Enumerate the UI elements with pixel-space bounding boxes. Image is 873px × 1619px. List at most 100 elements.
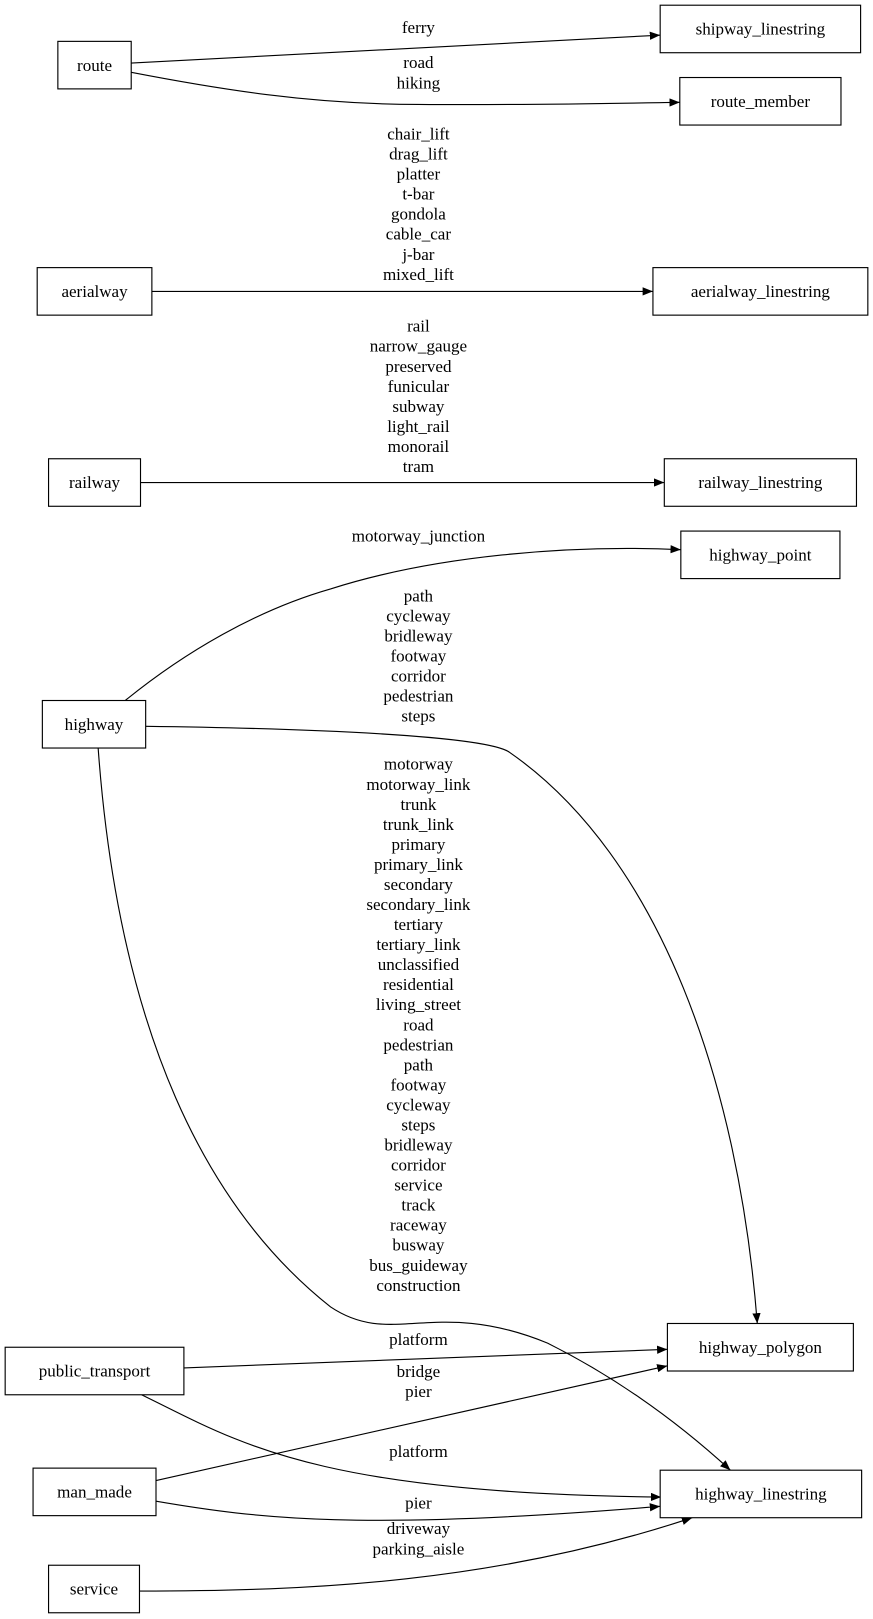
edge-label: mixed_lift	[383, 265, 454, 284]
edge-label: unclassified	[378, 955, 460, 974]
node-label: route	[77, 56, 112, 75]
node-box	[47, 458, 142, 507]
edge-label: light_rail	[387, 417, 450, 436]
edge-label: cycleway	[386, 606, 451, 625]
edge-label: pier	[405, 1493, 432, 1512]
node-box	[666, 1322, 854, 1372]
edge-label: funicular	[388, 377, 450, 396]
node-box	[32, 1467, 157, 1517]
node-label: highway_linestring	[695, 1485, 827, 1504]
edge-highway-to-highway_point: motorway_junction	[123, 526, 681, 702]
edge-railway-to-railway_linestring: railnarrow_gaugepreservedfunicularsubway…	[140, 317, 665, 487]
edge-label: t-bar	[402, 185, 434, 204]
node-highway: highway	[41, 699, 147, 749]
edge-label: motorway_link	[366, 775, 471, 794]
edge-highway-to-highway_linestring: motorwaymotorway_linktrunktrunk_linkprim…	[97, 747, 731, 1471]
edge-arrow	[155, 1500, 661, 1521]
edge-label: hiking	[397, 73, 441, 92]
node-man-made: man_made	[32, 1467, 157, 1517]
edge-label: steps	[401, 1115, 435, 1134]
edge-label: monorail	[388, 437, 450, 456]
edge-arrow	[183, 1345, 668, 1369]
edge-label: subway	[392, 397, 445, 416]
edge-public_transport-to-highway_linestring: platform	[141, 1394, 662, 1502]
edge-label: corridor	[391, 666, 446, 685]
edge-label: rail	[407, 317, 430, 336]
edge-label: platform	[389, 1330, 448, 1349]
node-box	[663, 458, 858, 507]
node-box	[41, 699, 147, 749]
edge-label: parking_aisle	[373, 1539, 465, 1558]
edge-label: trunk	[400, 795, 436, 814]
edge-label: trunk_link	[383, 815, 454, 834]
edge-label: pier	[405, 1382, 432, 1401]
edge-arrow	[131, 71, 680, 107]
node-shipway-linestring: shipway_linestring	[659, 4, 862, 54]
edge-label: chair_lift	[387, 125, 450, 144]
node-aerialway: aerialway	[36, 267, 153, 316]
node-highway-point: highway_point	[680, 530, 841, 580]
edge-label: bus_guideway	[369, 1256, 468, 1275]
edge-label: primary_link	[374, 855, 463, 874]
edge-arrow	[141, 1394, 662, 1502]
node-label: shipway_linestring	[696, 20, 826, 39]
edge-arrow	[131, 31, 661, 64]
node-label: aerialway	[61, 282, 128, 301]
edge-label: primary	[391, 835, 445, 854]
node-highway-polygon: highway_polygon	[666, 1322, 854, 1372]
node-box	[4, 1346, 185, 1396]
node-box	[659, 1469, 863, 1519]
edge-label: footway	[391, 1075, 447, 1094]
node-label: railway	[69, 473, 121, 492]
edge-label: ferry	[402, 18, 436, 37]
edge-label: secondary	[384, 875, 454, 894]
node-label: public_transport	[39, 1362, 151, 1381]
edge-label: raceway	[390, 1216, 447, 1235]
edge-label: driveway	[387, 1519, 451, 1538]
edge-arrow	[155, 1364, 668, 1482]
edge-arrow	[139, 1517, 693, 1592]
edge-aerialway-to-aerialway_linestring: chair_liftdrag_liftplattert-bargondolaca…	[151, 125, 653, 296]
edge-label: platform	[389, 1442, 448, 1461]
edge-highway-to-highway_polygon: pathcyclewaybridlewayfootwaycorridorpede…	[145, 586, 761, 1324]
node-route-member: route_member	[679, 76, 842, 126]
edge-label: road	[403, 53, 434, 72]
edge-label: preserved	[385, 357, 452, 376]
node-label: railway_linestring	[698, 473, 822, 492]
edge-label: motorway	[384, 755, 454, 774]
node-label: man_made	[57, 1483, 132, 1502]
node-box	[652, 267, 869, 316]
node-label: highway_polygon	[699, 1338, 822, 1357]
node-box	[57, 40, 132, 90]
edge-label: j-bar	[401, 245, 434, 264]
edge-arrow	[97, 747, 731, 1471]
edge-label: path	[404, 1055, 434, 1074]
edge-label: living_street	[376, 995, 461, 1014]
edge-label: footway	[391, 646, 447, 665]
edge-man_made-to-highway_linestring: pier	[155, 1493, 661, 1521]
node-box	[679, 76, 842, 126]
node-label: aerialway_linestring	[691, 282, 831, 301]
node-railway: railway	[47, 458, 142, 507]
node-label: highway_point	[709, 546, 811, 565]
node-label: highway	[65, 715, 124, 734]
edge-label: bridge	[397, 1362, 441, 1381]
node-service: service	[47, 1564, 141, 1614]
node-box	[47, 1564, 141, 1614]
edge-public_transport-to-highway_polygon: platform	[183, 1330, 668, 1369]
node-label: route_member	[711, 92, 811, 111]
edge-label: tertiary	[394, 915, 444, 934]
edge-label: platter	[397, 165, 441, 184]
edge-label: narrow_gauge	[370, 337, 467, 356]
edge-label: tram	[403, 457, 434, 476]
node-highway-linestring: highway_linestring	[659, 1469, 863, 1519]
edge-label: corridor	[391, 1156, 446, 1175]
edge-label: cycleway	[386, 1095, 451, 1114]
edge-label: drag_lift	[389, 145, 448, 164]
edge-label: pedestrian	[383, 687, 453, 706]
edge-route-to-shipway_linestring: ferry	[131, 18, 661, 64]
